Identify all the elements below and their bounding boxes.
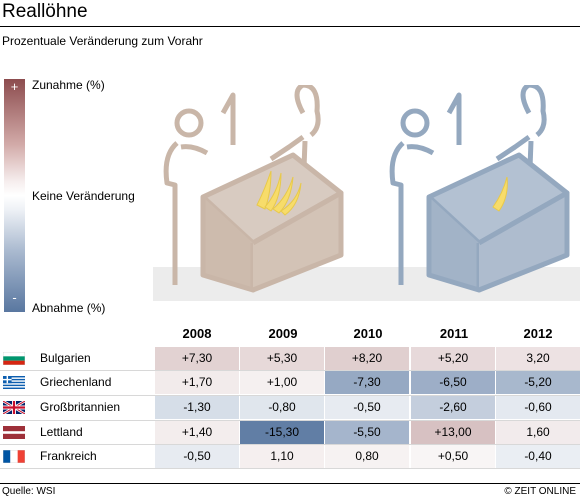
country-label: Griechenland <box>40 375 112 389</box>
warm-bananas-illustration <box>256 170 302 216</box>
row-divider <box>0 420 580 421</box>
heatmap-cell: +8,20 <box>325 347 409 370</box>
heatmap-cell: -0,40 <box>496 445 580 468</box>
column-header-2012: 2012 <box>523 326 553 341</box>
uk-flag-icon <box>3 401 25 414</box>
row-divider <box>0 395 580 396</box>
heatmap-cell: -15,30 <box>240 421 324 444</box>
country-label: Großbritannien <box>40 400 121 414</box>
heatmap-cell: 1,10 <box>240 445 324 468</box>
heatmap-cell: +7,30 <box>155 347 239 370</box>
heatmap-cell: +1,40 <box>155 421 239 444</box>
column-header-2011: 2011 <box>439 326 469 341</box>
table-row: Lettland <box>0 420 580 444</box>
row-divider <box>0 370 580 371</box>
legend-middle-label: Keine Veränderung <box>32 189 135 203</box>
latvia-flag-icon <box>3 426 25 439</box>
heatmap-cell: -6,50 <box>411 371 495 394</box>
heatmap-cell: -0,80 <box>240 396 324 419</box>
country-label: Frankreich <box>40 449 97 463</box>
heatmap-cell: -5,50 <box>325 421 409 444</box>
copyright-note: © ZEIT ONLINE <box>504 486 576 497</box>
heatmap-cell: -0,50 <box>325 396 409 419</box>
color-scale-legend <box>4 79 25 312</box>
heatmap-cell: -1,30 <box>155 396 239 419</box>
heatmap-cell: +0,50 <box>411 445 495 468</box>
table-row: Bulgarien <box>0 346 580 370</box>
heatmap-cell: 3,20 <box>496 347 580 370</box>
column-header-2008: 2008 <box>182 326 212 341</box>
warm-scene-illustration <box>163 85 344 293</box>
legend-top-label: Zunahme (%) <box>32 78 105 92</box>
country-label: Lettland <box>40 425 83 439</box>
row-divider <box>0 444 580 445</box>
heatmap-cell: -5,20 <box>496 371 580 394</box>
heatmap-cell: +1,00 <box>240 371 324 394</box>
heatmap-cell: 1,60 <box>496 421 580 444</box>
table-row: Großbritannien <box>0 395 580 419</box>
heatmap-cell: +5,20 <box>411 347 495 370</box>
country-label: Bulgarien <box>40 351 91 365</box>
bulgaria-flag-icon <box>3 352 25 365</box>
heatmap-cell: +13,00 <box>411 421 495 444</box>
column-header-2009: 2009 <box>268 326 298 341</box>
cool-scene-illustration <box>389 85 570 293</box>
table-row: Frankreich <box>0 444 580 468</box>
table-row: Griechenland <box>0 370 580 394</box>
legend-minus-symbol: - <box>12 290 17 305</box>
france-flag-icon <box>3 450 25 463</box>
cool-banana-illustration <box>492 176 508 212</box>
chart-subtitle: Prozentuale Veränderung zum Vorahr <box>2 34 203 48</box>
title-divider <box>0 26 580 27</box>
legend-plus-symbol: + <box>10 79 19 94</box>
banana-market-illustration <box>153 85 580 301</box>
source-note: Quelle: WSI <box>2 486 56 497</box>
column-header-2010: 2010 <box>353 326 383 341</box>
row-divider <box>0 468 580 469</box>
heatmap-cell: -0,50 <box>155 445 239 468</box>
chart-title: Reallöhne <box>2 1 88 22</box>
heatmap-cell: 0,80 <box>325 445 409 468</box>
heatmap-cell: +5,30 <box>240 347 324 370</box>
greece-flag-icon <box>3 376 25 389</box>
heatmap-cell: -7,30 <box>325 371 409 394</box>
heatmap-cell: -2,60 <box>411 396 495 419</box>
footer-divider <box>0 483 580 484</box>
heatmap-cell: +1,70 <box>155 371 239 394</box>
heatmap-cell: -0,60 <box>496 396 580 419</box>
legend-bottom-label: Abnahme (%) <box>32 301 106 315</box>
